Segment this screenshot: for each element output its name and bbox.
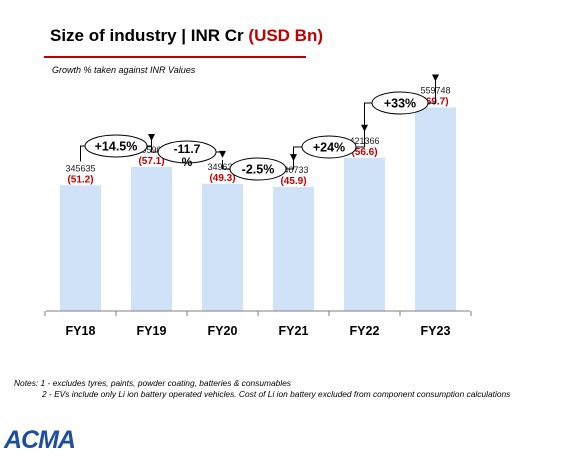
chart-subtitle: Growth % taken against INR Values xyxy=(52,65,196,75)
bar-fy19 xyxy=(131,167,172,311)
title-usd: (USD Bn) xyxy=(248,26,324,45)
x-tick-label-fy19: FY19 xyxy=(137,324,167,338)
growth-arrowhead xyxy=(219,150,226,158)
x-tick-label-fy20: FY20 xyxy=(208,324,238,338)
acma-logo: ACMA xyxy=(4,426,76,454)
industry-size-chart: FY18 FY19 FY20 FY21 FY22 FY23345635(51.2)3959… xyxy=(44,74,472,338)
growth-bubble xyxy=(84,134,148,158)
footnote-2: 2 - EVs include only Li ion battery oper… xyxy=(42,389,511,399)
x-tick-label-fy22: FY22 xyxy=(350,324,380,338)
bar-fy20 xyxy=(202,183,243,311)
growth-label-cont: % xyxy=(182,155,193,169)
value-label-usd: (45.9) xyxy=(280,176,306,187)
growth-bubble xyxy=(157,140,217,164)
page-title: Size of industry | INR Cr (USD Bn) xyxy=(50,26,323,46)
value-label-inr: 340733 xyxy=(278,165,308,175)
growth-arrowhead xyxy=(148,134,155,142)
bar-fy22 xyxy=(344,157,385,311)
growth-bubble xyxy=(371,91,429,115)
bar-fy23 xyxy=(415,107,456,311)
bar-fy21 xyxy=(273,187,314,311)
growth-label: -2.5% xyxy=(242,163,275,177)
footnotes: Notes: 1 - excludes tyres, paints, powde… xyxy=(14,378,510,400)
growth-arrowhead xyxy=(432,74,439,82)
title-main: Size of industry | INR Cr xyxy=(50,26,244,45)
x-tick-label-fy23: FY23 xyxy=(421,324,451,338)
value-label-usd: (49.3) xyxy=(209,173,235,184)
value-label-usd: (57.1) xyxy=(138,156,164,167)
x-tick-label-fy21: FY21 xyxy=(279,324,309,338)
growth-label: +24% xyxy=(313,141,345,155)
value-label-usd: (51.2) xyxy=(67,174,93,185)
growth-label: +33% xyxy=(384,97,416,111)
value-label-inr: 345635 xyxy=(65,163,95,173)
title-underline xyxy=(44,56,306,58)
bar-fy18 xyxy=(60,185,101,311)
value-label-usd: (56.6) xyxy=(351,147,377,158)
growth-label: +14.5% xyxy=(95,140,138,154)
footnote-1: Notes: 1 - excludes tyres, paints, powde… xyxy=(14,378,291,388)
x-tick-label-fy18: FY18 xyxy=(66,324,96,338)
growth-label: -11.7 xyxy=(174,142,201,156)
growth-bubble xyxy=(229,157,287,181)
growth-bubble xyxy=(301,135,357,159)
